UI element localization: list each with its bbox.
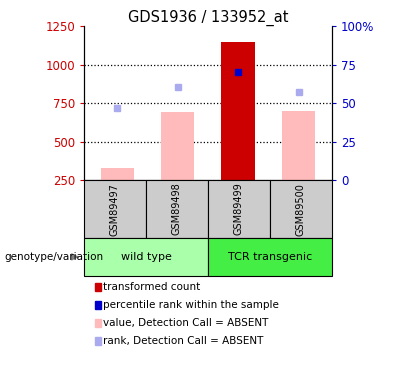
- Text: GSM89499: GSM89499: [234, 183, 244, 236]
- Text: GSM89497: GSM89497: [110, 183, 120, 236]
- Text: GSM89498: GSM89498: [172, 183, 182, 236]
- Text: TCR transgenic: TCR transgenic: [228, 252, 312, 262]
- Bar: [161, 112, 194, 180]
- Text: genotype/variation: genotype/variation: [4, 252, 103, 262]
- Text: wild type: wild type: [121, 252, 171, 262]
- Bar: [101, 168, 134, 180]
- Text: transformed count: transformed count: [103, 282, 200, 292]
- Bar: [221, 42, 255, 180]
- Text: rank, Detection Call = ABSENT: rank, Detection Call = ABSENT: [103, 336, 263, 346]
- Bar: [282, 111, 315, 180]
- Text: GSM89500: GSM89500: [296, 183, 306, 236]
- Text: value, Detection Call = ABSENT: value, Detection Call = ABSENT: [103, 318, 268, 328]
- Text: percentile rank within the sample: percentile rank within the sample: [103, 300, 279, 310]
- Text: GDS1936 / 133952_at: GDS1936 / 133952_at: [128, 9, 288, 26]
